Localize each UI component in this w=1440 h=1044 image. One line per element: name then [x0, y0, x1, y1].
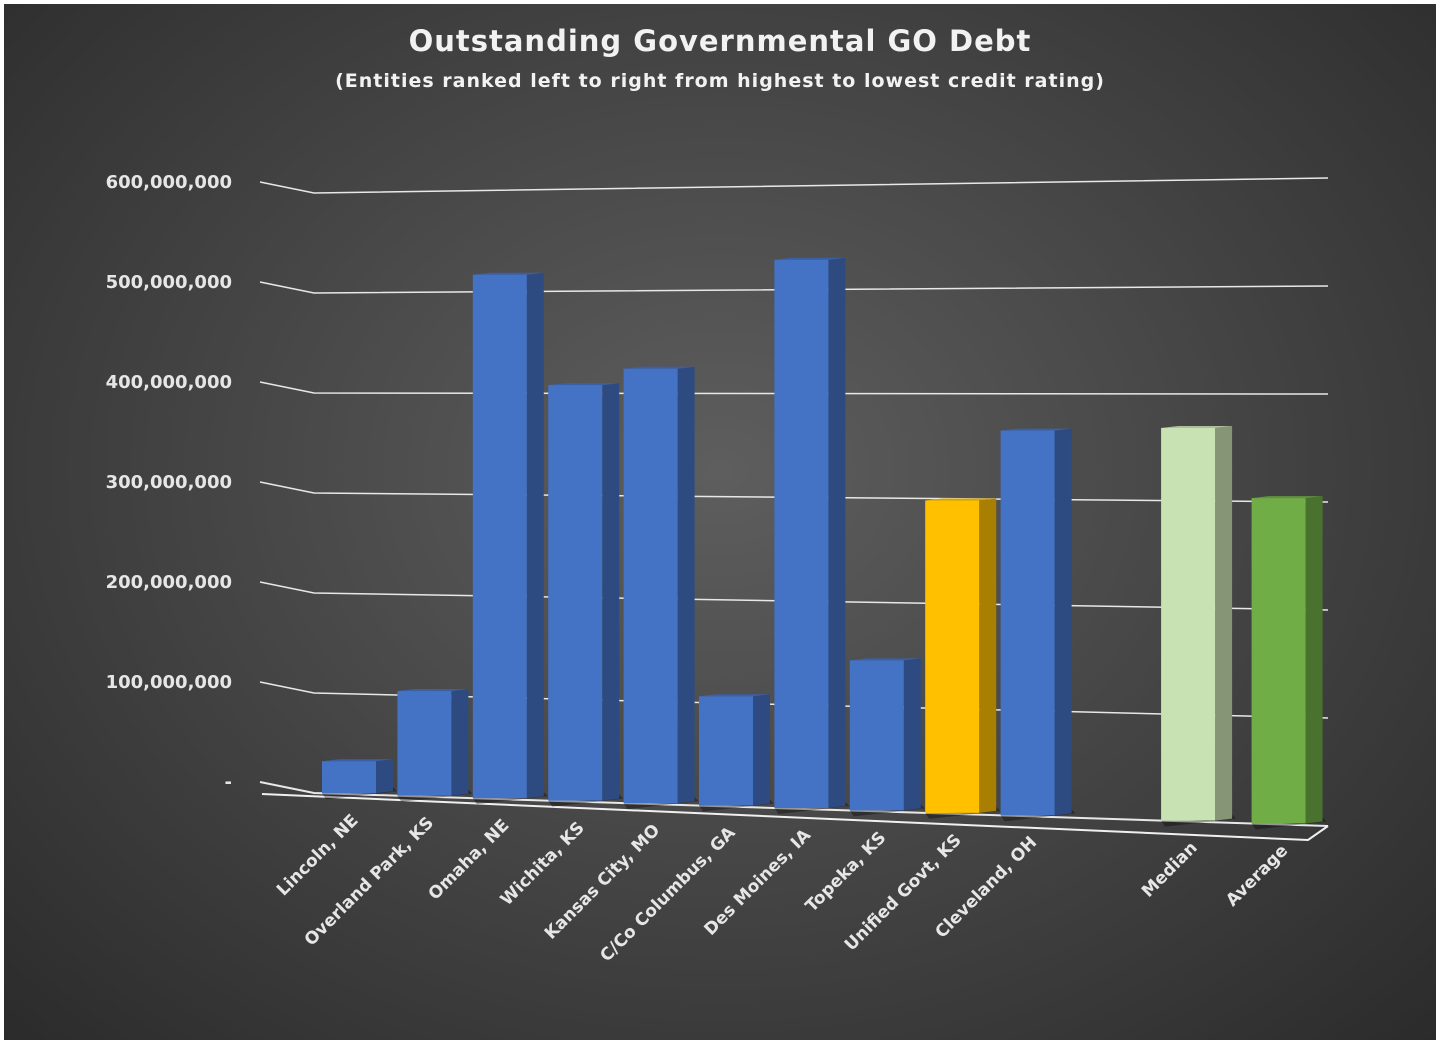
bar-top [548, 383, 620, 386]
bar-side [828, 257, 846, 808]
bar-side [677, 366, 695, 804]
bar-top [1000, 428, 1072, 431]
y-tick-label: 400,000,000 [106, 372, 232, 393]
bar-front [472, 274, 527, 799]
bar [548, 383, 624, 807]
gridlines [259, 177, 1329, 842]
bar-side [376, 759, 393, 794]
gridline [259, 177, 1329, 194]
bar-front [1000, 430, 1055, 816]
bar-top [472, 272, 544, 275]
bar-shadow [623, 797, 699, 810]
bar [1251, 496, 1327, 830]
bars [322, 257, 1327, 830]
bar [623, 366, 699, 810]
bar-top [397, 689, 469, 692]
bar-side [1054, 428, 1072, 816]
bar-front [322, 761, 376, 794]
bar-side [602, 383, 620, 801]
x-tick-label: Overland Park, KS [301, 813, 438, 950]
y-tick-label: 200,000,000 [106, 572, 232, 593]
bar-side [1305, 496, 1323, 824]
bar-side [979, 498, 997, 813]
x-tick-label: Topeka, KS [802, 828, 891, 917]
y-axis-tick-labels: - 100,000,000 200,000,000 300,000,000 400,00… [106, 172, 232, 793]
bar [849, 658, 925, 817]
bar-side [526, 272, 544, 799]
bar [1000, 428, 1076, 822]
bar-side [753, 694, 770, 806]
bar-top [699, 694, 770, 697]
bar-top [774, 257, 846, 260]
bar-front [774, 259, 829, 808]
bar-front [925, 500, 980, 813]
x-tick-label: Average [1222, 841, 1292, 911]
bar-top [1161, 425, 1233, 428]
bar-top [925, 498, 997, 501]
bar [925, 498, 1001, 819]
bar-side [451, 689, 469, 796]
chart-subtitle: (Entities ranked left to right from high… [335, 70, 1105, 92]
bar-side [903, 658, 921, 811]
y-tick-label: - [225, 772, 232, 793]
bar [774, 257, 850, 814]
bar-front [849, 660, 904, 811]
bar [472, 272, 548, 805]
y-tick-label: 300,000,000 [106, 472, 232, 493]
y-tick-label: 100,000,000 [106, 672, 232, 693]
y-tick-label: 600,000,000 [106, 172, 232, 193]
x-tick-label: Median [1138, 838, 1202, 902]
bar-top [849, 658, 921, 661]
chart-title: Outstanding Governmental GO Debt [408, 24, 1032, 58]
bar [397, 689, 473, 802]
bar-top [1251, 496, 1323, 499]
bar-front [1161, 427, 1216, 821]
bar-top [322, 759, 393, 762]
bar-side [1215, 425, 1233, 821]
x-tick-label: Omaha, NE [425, 816, 514, 905]
bar-front [548, 385, 603, 801]
bar [1161, 425, 1237, 827]
bar-front [1251, 498, 1306, 824]
x-tick-label: C/Co Columbus, GA [596, 822, 740, 966]
gridline [259, 281, 1329, 294]
bar-front [623, 368, 678, 804]
gridline [259, 381, 1329, 395]
gridline [259, 781, 1329, 827]
bar [699, 694, 774, 812]
bar-front [699, 696, 753, 806]
bar-top [623, 366, 695, 369]
bar-front [397, 691, 452, 796]
y-tick-label: 500,000,000 [106, 272, 232, 293]
floor-edge [261, 793, 1329, 842]
bar [322, 759, 397, 800]
bar-shadow [774, 801, 850, 814]
